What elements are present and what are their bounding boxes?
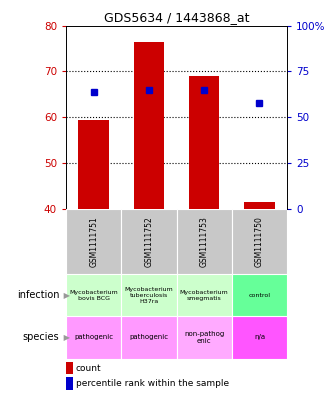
Text: GSM1111750: GSM1111750 xyxy=(255,217,264,267)
Text: Mycobacterium
bovis BCG: Mycobacterium bovis BCG xyxy=(69,290,118,301)
Bar xyxy=(66,378,73,389)
Bar xyxy=(189,76,219,209)
Text: pathogenic: pathogenic xyxy=(74,334,113,340)
Text: pathogenic: pathogenic xyxy=(129,334,169,340)
Text: ▶: ▶ xyxy=(61,333,70,342)
Bar xyxy=(177,316,232,358)
Text: species: species xyxy=(23,332,59,342)
Text: Mycobacterium
smegmatis: Mycobacterium smegmatis xyxy=(180,290,229,301)
Text: ▶: ▶ xyxy=(61,291,70,300)
Text: GSM1111751: GSM1111751 xyxy=(89,217,98,267)
Bar xyxy=(121,209,177,274)
Bar xyxy=(177,209,232,274)
Text: GSM1111752: GSM1111752 xyxy=(145,217,153,267)
Bar xyxy=(232,274,287,316)
Text: non-pathog
enic: non-pathog enic xyxy=(184,331,224,344)
Text: percentile rank within the sample: percentile rank within the sample xyxy=(76,379,229,388)
Text: infection: infection xyxy=(17,290,59,300)
Title: GDS5634 / 1443868_at: GDS5634 / 1443868_at xyxy=(104,11,249,24)
Text: Mycobacterium
tuberculosis
H37ra: Mycobacterium tuberculosis H37ra xyxy=(124,287,173,304)
Bar xyxy=(66,274,121,316)
Bar xyxy=(121,316,177,358)
Bar xyxy=(121,274,177,316)
Bar xyxy=(232,209,287,274)
Bar xyxy=(177,274,232,316)
Text: count: count xyxy=(76,364,102,373)
Text: control: control xyxy=(248,293,271,298)
Bar xyxy=(134,42,164,209)
Text: GSM1111753: GSM1111753 xyxy=(200,217,209,267)
Bar xyxy=(244,202,275,209)
Text: n/a: n/a xyxy=(254,334,265,340)
Bar xyxy=(66,209,121,274)
Bar xyxy=(232,316,287,358)
Bar xyxy=(66,316,121,358)
Bar xyxy=(79,120,109,209)
Bar xyxy=(66,362,73,374)
